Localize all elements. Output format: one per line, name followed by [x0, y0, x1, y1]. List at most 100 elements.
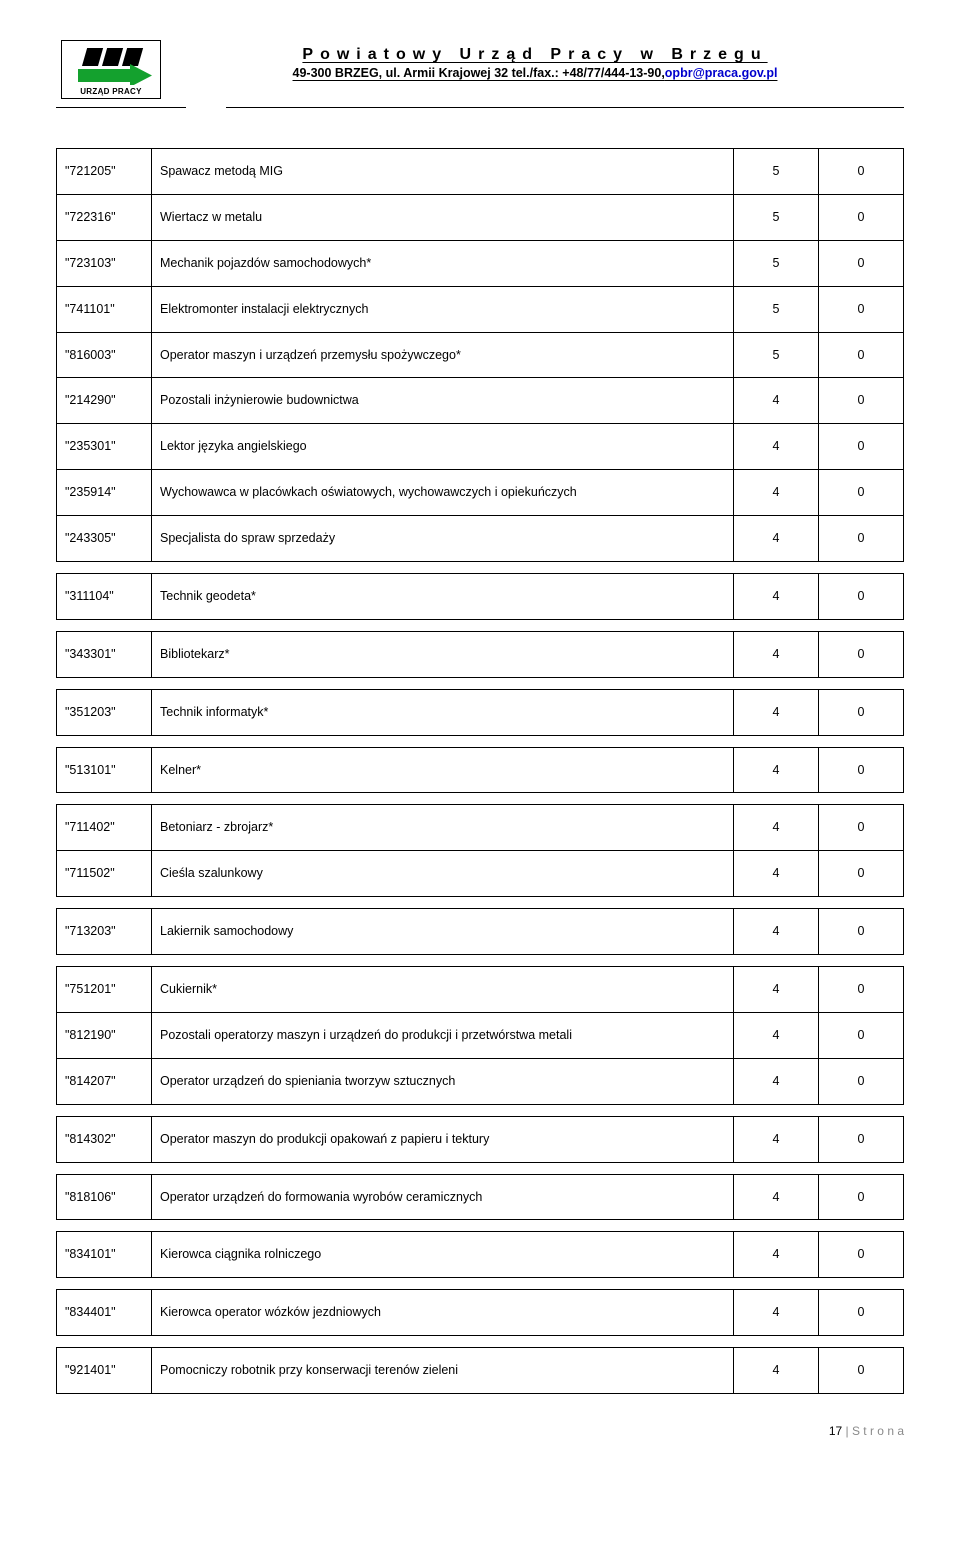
cell-value-2: 0 — [819, 378, 904, 424]
cell-value-1: 4 — [734, 631, 819, 677]
table-row: "311104"Technik geodeta*40 — [57, 573, 904, 619]
table-row: "243305"Specjalista do spraw sprzedaży40 — [57, 516, 904, 562]
cell-value-1: 4 — [734, 1012, 819, 1058]
cell-value-1: 4 — [734, 1058, 819, 1104]
cell-value-2: 0 — [819, 747, 904, 793]
cell-code: "343301" — [57, 631, 152, 677]
cell-value-2: 0 — [819, 332, 904, 378]
cell-name: Technik informatyk* — [152, 689, 734, 735]
cell-name: Bibliotekarz* — [152, 631, 734, 677]
cell-name: Cieśla szalunkowy — [152, 851, 734, 897]
cell-value-2: 0 — [819, 851, 904, 897]
cell-value-1: 5 — [734, 240, 819, 286]
cell-value-2: 0 — [819, 1348, 904, 1394]
table-row: "818106"Operator urządzeń do formowania … — [57, 1174, 904, 1220]
cell-code: "351203" — [57, 689, 152, 735]
table-row: "235301"Lektor języka angielskiego40 — [57, 424, 904, 470]
table-row: "751201"Cukiernik*40 — [57, 967, 904, 1013]
cell-value-2: 0 — [819, 194, 904, 240]
header-subtitle: 49-300 BRZEG, ul. Armii Krajowej 32 tel.… — [166, 66, 904, 80]
cell-name: Operator maszyn i urządzeń przemysłu spo… — [152, 332, 734, 378]
urzad-pracy-logo-icon — [70, 45, 152, 85]
cell-value-1: 4 — [734, 573, 819, 619]
cell-name: Elektromonter instalacji elektrycznych — [152, 286, 734, 332]
cell-value-1: 4 — [734, 747, 819, 793]
table-row: "721205"Spawacz metodą MIG50 — [57, 149, 904, 195]
cell-code: "816003" — [57, 332, 152, 378]
cell-name: Pozostali inżynierowie budownictwa — [152, 378, 734, 424]
cell-value-1: 4 — [734, 689, 819, 735]
cell-value-1: 5 — [734, 194, 819, 240]
table-row: "711402"Betoniarz - zbrojarz*40 — [57, 805, 904, 851]
cell-code: "814207" — [57, 1058, 152, 1104]
page-header: URZĄD PRACY Powiatowy Urząd Pracy w Brze… — [56, 40, 904, 99]
cell-name: Pozostali operatorzy maszyn i urządzeń d… — [152, 1012, 734, 1058]
page-suffix: | S t r o n a — [842, 1424, 904, 1438]
cell-value-1: 4 — [734, 1232, 819, 1278]
cell-value-2: 0 — [819, 424, 904, 470]
cell-code: "722316" — [57, 194, 152, 240]
cell-code: "751201" — [57, 967, 152, 1013]
cell-code: "513101" — [57, 747, 152, 793]
table-row: "814302"Operator maszyn do produkcji opa… — [57, 1116, 904, 1162]
cell-value-2: 0 — [819, 805, 904, 851]
cell-code: "721205" — [57, 149, 152, 195]
cell-value-1: 5 — [734, 286, 819, 332]
cell-name: Pomocniczy robotnik przy konserwacji ter… — [152, 1348, 734, 1394]
cell-name: Operator urządzeń do formowania wyrobów … — [152, 1174, 734, 1220]
cell-code: "921401" — [57, 1348, 152, 1394]
cell-code: "723103" — [57, 240, 152, 286]
cell-code: "235914" — [57, 470, 152, 516]
cell-value-1: 4 — [734, 851, 819, 897]
cell-code: "834401" — [57, 1290, 152, 1336]
cell-value-1: 4 — [734, 909, 819, 955]
table-row: "921401"Pomocniczy robotnik przy konserw… — [57, 1348, 904, 1394]
table-row: "741101"Elektromonter instalacji elektry… — [57, 286, 904, 332]
cell-code: "741101" — [57, 286, 152, 332]
cell-value-1: 4 — [734, 378, 819, 424]
cell-value-2: 0 — [819, 967, 904, 1013]
cell-value-2: 0 — [819, 1290, 904, 1336]
cell-code: "818106" — [57, 1174, 152, 1220]
table-row: "235914"Wychowawca w placówkach oświatow… — [57, 470, 904, 516]
cell-name: Kelner* — [152, 747, 734, 793]
cell-code: "711502" — [57, 851, 152, 897]
cell-value-1: 4 — [734, 470, 819, 516]
cell-value-2: 0 — [819, 470, 904, 516]
cell-name: Lektor języka angielskiego — [152, 424, 734, 470]
cell-value-1: 4 — [734, 516, 819, 562]
cell-name: Specjalista do spraw sprzedaży — [152, 516, 734, 562]
cell-name: Operator urządzeń do spieniania tworzyw … — [152, 1058, 734, 1104]
cell-name: Operator maszyn do produkcji opakowań z … — [152, 1116, 734, 1162]
cell-value-2: 0 — [819, 240, 904, 286]
page-footer: 17 | S t r o n a — [56, 1424, 904, 1438]
table-row: "816003"Operator maszyn i urządzeń przem… — [57, 332, 904, 378]
cell-code: "311104" — [57, 573, 152, 619]
header-divider — [56, 107, 904, 108]
logo-caption: URZĄD PRACY — [64, 87, 158, 96]
table-row: "351203"Technik informatyk*40 — [57, 689, 904, 735]
header-text: Powiatowy Urząd Pracy w Brzegu 49-300 BR… — [166, 40, 904, 80]
cell-name: Wychowawca w placówkach oświatowych, wyc… — [152, 470, 734, 516]
cell-name: Technik geodeta* — [152, 573, 734, 619]
cell-code: "834101" — [57, 1232, 152, 1278]
cell-value-2: 0 — [819, 516, 904, 562]
cell-code: "214290" — [57, 378, 152, 424]
page-number: 17 — [829, 1424, 842, 1438]
occupations-table: "721205"Spawacz metodą MIG50"722316"Wier… — [56, 148, 904, 1394]
header-address: 49-300 BRZEG, ul. Armii Krajowej 32 tel.… — [293, 66, 665, 80]
cell-value-1: 4 — [734, 424, 819, 470]
cell-name: Lakiernik samochodowy — [152, 909, 734, 955]
header-title: Powiatowy Urząd Pracy w Brzegu — [166, 46, 904, 64]
cell-value-2: 0 — [819, 1012, 904, 1058]
table-row: "812190"Pozostali operatorzy maszyn i ur… — [57, 1012, 904, 1058]
cell-value-2: 0 — [819, 1232, 904, 1278]
logo: URZĄD PRACY — [56, 40, 166, 99]
table-row: "711502"Cieśla szalunkowy40 — [57, 851, 904, 897]
cell-value-2: 0 — [819, 909, 904, 955]
cell-value-1: 4 — [734, 967, 819, 1013]
cell-value-2: 0 — [819, 689, 904, 735]
cell-value-2: 0 — [819, 1174, 904, 1220]
table-row: "814207"Operator urządzeń do spieniania … — [57, 1058, 904, 1104]
cell-name: Wiertacz w metalu — [152, 194, 734, 240]
